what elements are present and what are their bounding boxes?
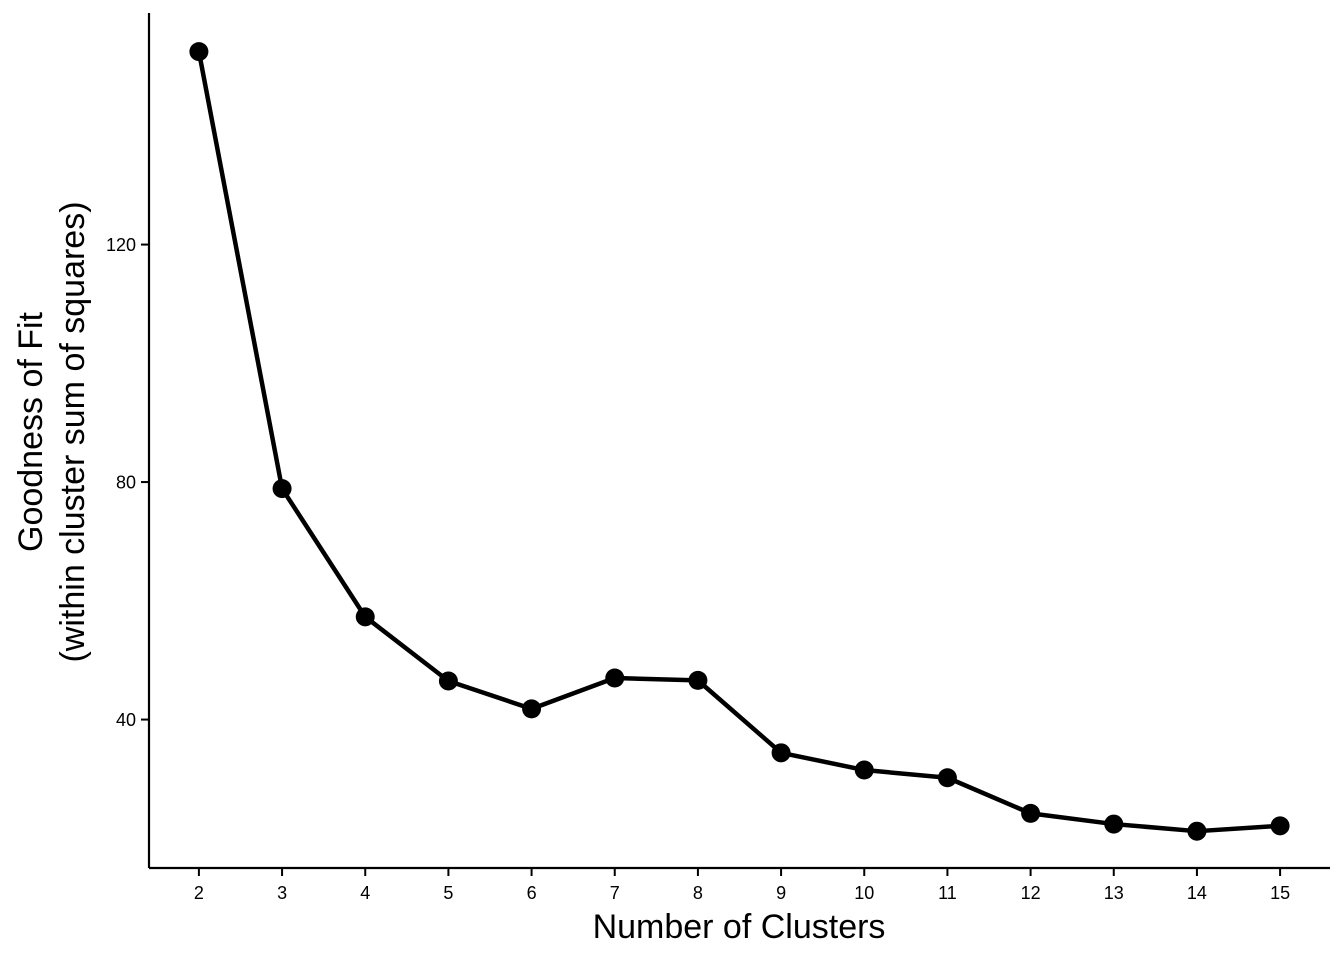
- x-tick-label: 13: [1104, 883, 1124, 903]
- x-axis-title: Number of Clusters: [593, 908, 886, 946]
- axes: [147, 13, 1330, 870]
- data-point: [605, 668, 625, 688]
- data-point: [189, 42, 209, 62]
- data-point: [272, 479, 292, 499]
- y-tick-label: 80: [116, 473, 136, 493]
- x-tick-label: 9: [776, 883, 786, 903]
- x-tick-label: 10: [854, 883, 874, 903]
- data-point: [937, 768, 957, 788]
- y-axis-title: Goodness of Fit (within cluster sum of s…: [12, 201, 92, 662]
- x-tick-label: 14: [1187, 883, 1207, 903]
- data-point: [854, 760, 874, 780]
- x-tick-label: 2: [194, 883, 204, 903]
- data-point: [1270, 816, 1290, 836]
- data-point: [1187, 821, 1207, 841]
- data-point: [522, 699, 542, 719]
- x-tick-label: 12: [1021, 883, 1041, 903]
- y-tick-label: 120: [106, 235, 136, 255]
- x-tick-label: 6: [527, 883, 537, 903]
- y-tick-label: 40: [116, 710, 136, 730]
- y-axis-title-line-2: (within cluster sum of squares): [54, 201, 92, 662]
- x-tick-label: 8: [693, 883, 703, 903]
- data-point: [1021, 803, 1041, 823]
- x-tick-label: 15: [1270, 883, 1290, 903]
- data-point: [355, 607, 375, 627]
- data-point: [771, 743, 791, 763]
- data-point: [1104, 814, 1124, 834]
- y-ticks: 40 80 120: [106, 235, 149, 730]
- x-tick-label: 4: [360, 883, 370, 903]
- x-tick-label: 11: [938, 883, 957, 903]
- data-point: [688, 670, 708, 690]
- series-line: [196, 49, 1283, 834]
- y-axis-title-line-1: Goodness of Fit: [12, 311, 50, 552]
- x-ticks: 2 3 4 5 6 7 8 9 10 11 12 13 14 15: [194, 868, 1290, 903]
- data-point: [438, 671, 458, 691]
- series: [189, 42, 1290, 841]
- x-tick-label: 7: [610, 883, 620, 903]
- x-tick-label: 3: [277, 883, 287, 903]
- x-tick-label: 5: [443, 883, 453, 903]
